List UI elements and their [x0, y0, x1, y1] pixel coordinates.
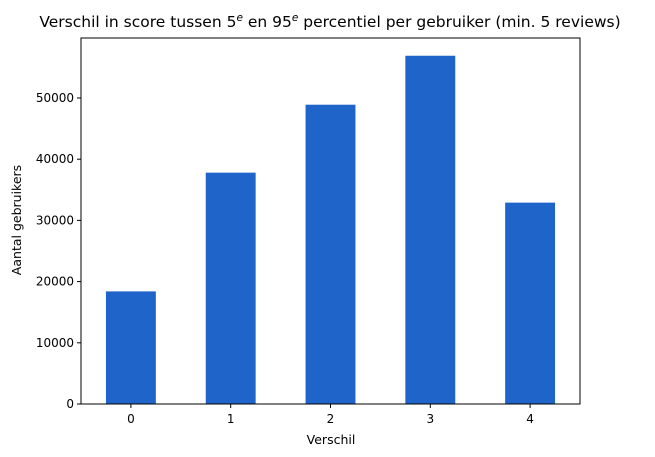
- x-tick-label-0: 0: [127, 412, 135, 426]
- y-tick-label-30000: 30000: [36, 213, 74, 227]
- bar-0: [105, 291, 156, 404]
- bar-1: [205, 172, 256, 404]
- y-tick-label-0: 0: [66, 397, 74, 411]
- y-tick-label-20000: 20000: [36, 275, 74, 289]
- x-tick-label-2: 2: [327, 412, 335, 426]
- x-tick-label-3: 3: [426, 412, 434, 426]
- x-tick-label-4: 4: [526, 412, 534, 426]
- y-tick-label-40000: 40000: [36, 152, 74, 166]
- x-axis-label: Verschil: [307, 432, 356, 447]
- bar-3: [405, 55, 456, 404]
- y-tick-label-10000: 10000: [36, 336, 74, 350]
- plot-area: 0 1 2 3 4 0 10000 20000 30000 40000 50000: [36, 37, 581, 426]
- bar-4: [505, 202, 556, 404]
- y-axis-label: Aantal gebruikers: [9, 165, 24, 275]
- y-tick-label-50000: 50000: [36, 91, 74, 105]
- bar-2: [305, 104, 356, 404]
- x-tick-label-1: 1: [227, 412, 235, 426]
- chart-title: Verschil in score tussen 5e en 95e perce…: [39, 12, 620, 31]
